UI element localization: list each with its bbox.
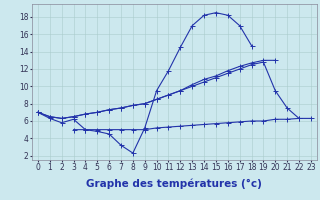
X-axis label: Graphe des températures (°c): Graphe des températures (°c) <box>86 178 262 189</box>
